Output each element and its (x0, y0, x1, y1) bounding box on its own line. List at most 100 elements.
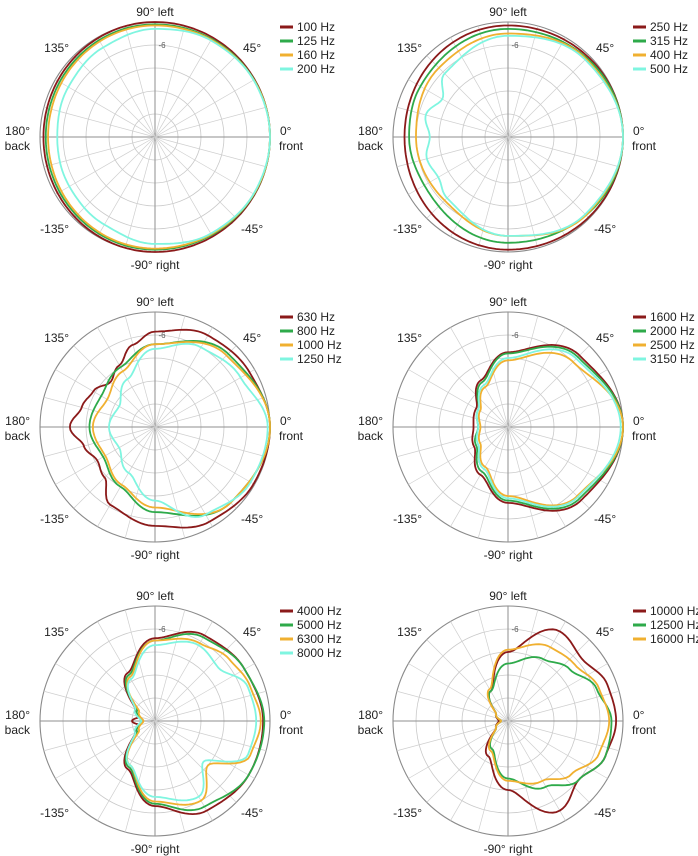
grid-spoke (154, 690, 267, 722)
legend-label-2: 800 Hz (297, 324, 335, 338)
angle-label-left: 90° left (489, 295, 527, 309)
angle-label-front: front (632, 429, 657, 443)
grid-spoke (124, 315, 156, 428)
grid-spoke (507, 720, 566, 821)
radial-label: -6 (158, 331, 166, 340)
grid-spoke (124, 136, 156, 249)
grid-spoke (97, 37, 156, 138)
series-curve-3 (126, 637, 262, 806)
grid-spoke (477, 25, 509, 138)
legend-label-3: 6300 Hz (297, 632, 342, 646)
grid-spoke (507, 136, 566, 237)
grid-spoke (154, 426, 237, 509)
legend-label-4: 1250 Hz (297, 352, 342, 366)
grid-spoke (507, 720, 608, 779)
legend-label-2: 12500 Hz (650, 618, 698, 632)
angle-label-left: 90° left (489, 589, 527, 603)
polar-chart-1: -6 90° left -90° right 0°front 180°back 45° 13… (5, 5, 335, 272)
grid-spoke (154, 720, 186, 833)
grid-spoke (154, 315, 186, 428)
grid-spoke (97, 426, 156, 527)
grid-spoke (154, 720, 213, 821)
angle-label-45: 45° (243, 41, 261, 55)
grid-spoke (73, 345, 156, 428)
series-curve-1 (69, 328, 271, 529)
legend-label-3: 400 Hz (650, 48, 688, 62)
grid-spoke (396, 136, 509, 168)
angle-label-back: back (358, 723, 384, 737)
angle-label-front: front (632, 139, 657, 153)
series-curve-4 (424, 34, 624, 237)
legend-label-1: 250 Hz (650, 20, 688, 34)
angle-label-minus-135: -135° (40, 806, 69, 820)
angle-label-right: -90° right (131, 842, 180, 856)
grid-spoke (154, 426, 186, 539)
grid-spoke (507, 720, 539, 833)
grid-spoke (154, 426, 213, 527)
grid-spoke (73, 136, 156, 219)
grid-spoke (43, 426, 156, 458)
legend-label-2: 315 Hz (650, 34, 688, 48)
angle-label-minus-45: -45° (241, 806, 263, 820)
legend-label-4: 3150 Hz (650, 352, 695, 366)
grid-spoke (154, 426, 267, 458)
grid-spoke (154, 720, 237, 803)
grid-spoke (507, 663, 608, 722)
grid-spoke (43, 106, 156, 138)
angle-label-back: back (5, 139, 31, 153)
series-curve-4 (475, 348, 622, 508)
legend-label-4: 500 Hz (650, 62, 688, 76)
polar-chart-2: -6 90° left -90° right 0°front 180°back 45° 13… (358, 5, 688, 272)
grid-spoke (507, 621, 566, 722)
angle-label-front-deg: 0° (633, 124, 645, 138)
angle-label-45: 45° (596, 331, 614, 345)
angle-label-135: 135° (397, 41, 422, 55)
radial-label: -6 (511, 41, 519, 50)
legend-label-1: 4000 Hz (297, 604, 342, 618)
grid-spoke (507, 426, 590, 509)
grid-spoke (426, 345, 509, 428)
grid-spoke (43, 136, 156, 168)
grid-spoke (97, 136, 156, 237)
grid-spoke (73, 720, 156, 803)
series-curve-1 (403, 24, 624, 251)
series-curve-3 (477, 351, 624, 507)
angle-label-back: back (5, 723, 31, 737)
grid-spoke (426, 720, 509, 803)
grid-spoke (154, 25, 186, 138)
grid-spoke (450, 136, 509, 237)
grid-spoke (154, 609, 186, 722)
legend-label-3: 2500 Hz (650, 338, 695, 352)
legend-label-2: 5000 Hz (297, 618, 342, 632)
grid-spoke (124, 25, 156, 138)
angle-label-minus-135: -135° (393, 222, 422, 236)
angle-label-left: 90° left (136, 295, 174, 309)
grid-spoke (507, 315, 539, 428)
grid-spoke (55, 369, 156, 428)
angle-label-back: back (5, 429, 31, 443)
angle-label-45: 45° (243, 331, 261, 345)
grid-spoke (477, 136, 509, 249)
radial-label: -6 (158, 625, 166, 634)
grid-spoke (396, 690, 509, 722)
grid-spoke (154, 369, 255, 428)
angle-label-45: 45° (596, 41, 614, 55)
grid-spoke (507, 369, 608, 428)
legend-label-2: 2000 Hz (650, 324, 695, 338)
angle-label-135: 135° (44, 41, 69, 55)
angle-label-minus-45: -45° (594, 512, 616, 526)
series-curve-1 (42, 21, 271, 253)
grid-spoke (426, 426, 509, 509)
angle-label-right: -90° right (484, 548, 533, 562)
angle-label-135: 135° (44, 625, 69, 639)
angle-label-front-deg: 0° (280, 124, 292, 138)
legend-label-1: 630 Hz (297, 310, 335, 324)
grid-spoke (426, 136, 509, 219)
grid-spoke (507, 396, 620, 428)
series-curve-1 (123, 630, 264, 815)
angle-label-back: back (358, 429, 384, 443)
grid-spoke (154, 55, 237, 138)
series-curve-4 (125, 640, 258, 802)
angle-label-minus-135: -135° (40, 512, 69, 526)
grid-spoke (507, 426, 608, 485)
